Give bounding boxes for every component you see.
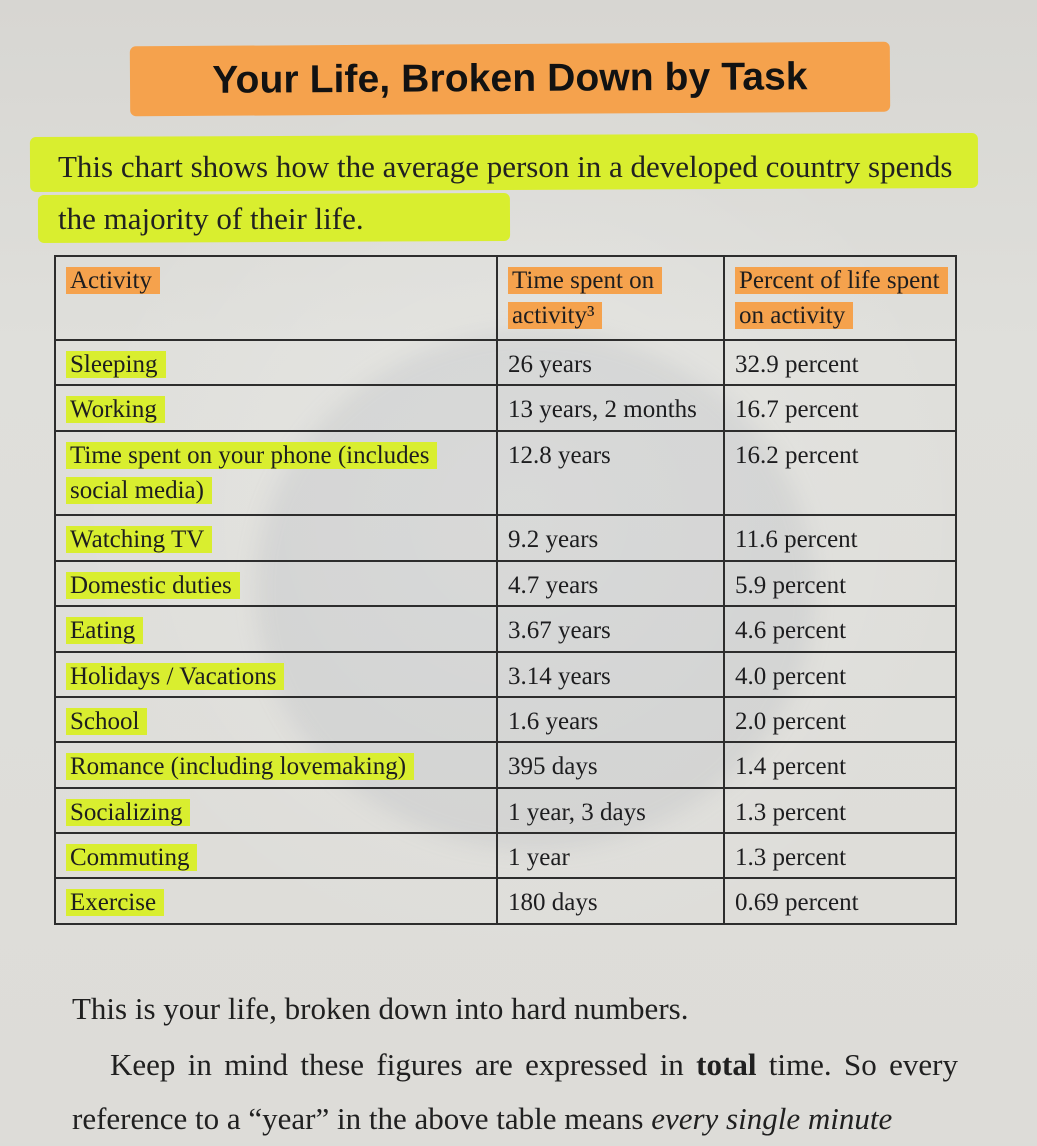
header-activity: Activity bbox=[54, 255, 498, 341]
activity-cell: Domestic duties bbox=[54, 559, 498, 608]
time-cell: 3.67 years bbox=[496, 605, 725, 653]
time-cell: 1 year, 3 days bbox=[496, 786, 725, 835]
activity-cell: Romance (including lovemaking) bbox=[54, 741, 498, 789]
table-row: Socializing 1 year, 3 days 1.3 percent bbox=[54, 786, 957, 835]
activity-cell: Sleeping bbox=[54, 338, 498, 387]
time-cell: 12.8 years bbox=[496, 429, 725, 517]
time-cell: 395 days bbox=[496, 741, 725, 789]
life-task-table-container: Activity Time spent on activity³ Percent… bbox=[54, 255, 957, 925]
body-paragraph-2-bold: total bbox=[696, 1047, 757, 1082]
table-row: Holidays / Vacations 3.14 years 4.0 perc… bbox=[54, 650, 957, 698]
percent-cell: 1.4 percent bbox=[723, 741, 957, 789]
activity-cell: Exercise bbox=[54, 877, 498, 925]
percent-cell: 11.6 percent bbox=[723, 514, 957, 562]
table-row: Domestic duties 4.7 years 5.9 percent bbox=[54, 559, 957, 608]
body-paragraph-2-italic: every single minute bbox=[651, 1101, 893, 1136]
table-body: Sleeping 26 years 32.9 percent Working 1… bbox=[54, 338, 957, 925]
percent-cell: 1.3 percent bbox=[723, 832, 957, 880]
time-cell: 9.2 years bbox=[496, 514, 725, 562]
body-paragraph-1: This is your life, broken down into hard… bbox=[72, 991, 689, 1026]
activity-cell: Time spent on your phone (includes socia… bbox=[54, 429, 498, 517]
activity-cell: Holidays / Vacations bbox=[54, 650, 498, 698]
body-paragraph-2: Keep in mind these figures are expressed… bbox=[72, 1038, 958, 1146]
table-row: Exercise 180 days 0.69 percent bbox=[54, 877, 957, 925]
title-highlight: Your Life, Broken Down by Task bbox=[129, 41, 891, 117]
activity-cell: School bbox=[54, 695, 498, 744]
table-row: Romance (including lovemaking) 395 days … bbox=[54, 741, 957, 789]
percent-cell: 1.3 percent bbox=[723, 786, 957, 835]
activity-cell: Working bbox=[54, 384, 498, 432]
percent-cell: 4.6 percent bbox=[723, 605, 957, 653]
time-cell: 13 years, 2 months bbox=[496, 384, 725, 432]
body-paragraph-2-middle: time. So every reference to a “year” in … bbox=[72, 1047, 958, 1136]
header-time-spent: Time spent on activity³ bbox=[496, 255, 725, 341]
header-percent-life: Percent of life spent on activity bbox=[723, 255, 957, 341]
percent-cell: 0.69 percent bbox=[723, 877, 957, 925]
table-header: Activity Time spent on activity³ Percent… bbox=[54, 255, 957, 341]
percent-cell: 32.9 percent bbox=[723, 338, 957, 387]
table-header-row: Activity Time spent on activity³ Percent… bbox=[54, 255, 957, 341]
time-cell: 4.7 years bbox=[496, 559, 725, 608]
intro-paragraph: This chart shows how the average person … bbox=[58, 149, 953, 236]
time-cell: 26 years bbox=[496, 338, 725, 387]
table-row: Watching TV 9.2 years 11.6 percent bbox=[54, 514, 957, 562]
percent-cell: 16.7 percent bbox=[723, 384, 957, 432]
percent-cell: 2.0 percent bbox=[723, 695, 957, 744]
activity-cell: Eating bbox=[54, 605, 498, 653]
life-task-table: Activity Time spent on activity³ Percent… bbox=[54, 255, 957, 925]
time-cell: 1.6 years bbox=[496, 695, 725, 744]
activity-cell: Watching TV bbox=[54, 514, 498, 562]
body-paragraph-2-prefix: Keep in mind these figures are expressed… bbox=[110, 1047, 697, 1082]
time-cell: 1 year bbox=[496, 832, 725, 880]
table-row: Time spent on your phone (includes socia… bbox=[54, 429, 957, 517]
percent-cell: 5.9 percent bbox=[723, 559, 957, 608]
page-title: Your Life, Broken Down by Task bbox=[212, 55, 808, 102]
table-row: Commuting 1 year 1.3 percent bbox=[54, 832, 957, 880]
percent-cell: 4.0 percent bbox=[723, 650, 957, 698]
activity-cell: Commuting bbox=[54, 832, 498, 880]
table-row: Sleeping 26 years 32.9 percent bbox=[54, 338, 957, 387]
percent-cell: 16.2 percent bbox=[723, 429, 957, 517]
time-cell: 3.14 years bbox=[496, 650, 725, 698]
table-row: School 1.6 years 2.0 percent bbox=[54, 695, 957, 744]
time-cell: 180 days bbox=[496, 877, 725, 925]
table-row: Eating 3.67 years 4.6 percent bbox=[54, 605, 957, 653]
table-row: Working 13 years, 2 months 16.7 percent bbox=[54, 384, 957, 432]
activity-cell: Socializing bbox=[54, 786, 498, 835]
